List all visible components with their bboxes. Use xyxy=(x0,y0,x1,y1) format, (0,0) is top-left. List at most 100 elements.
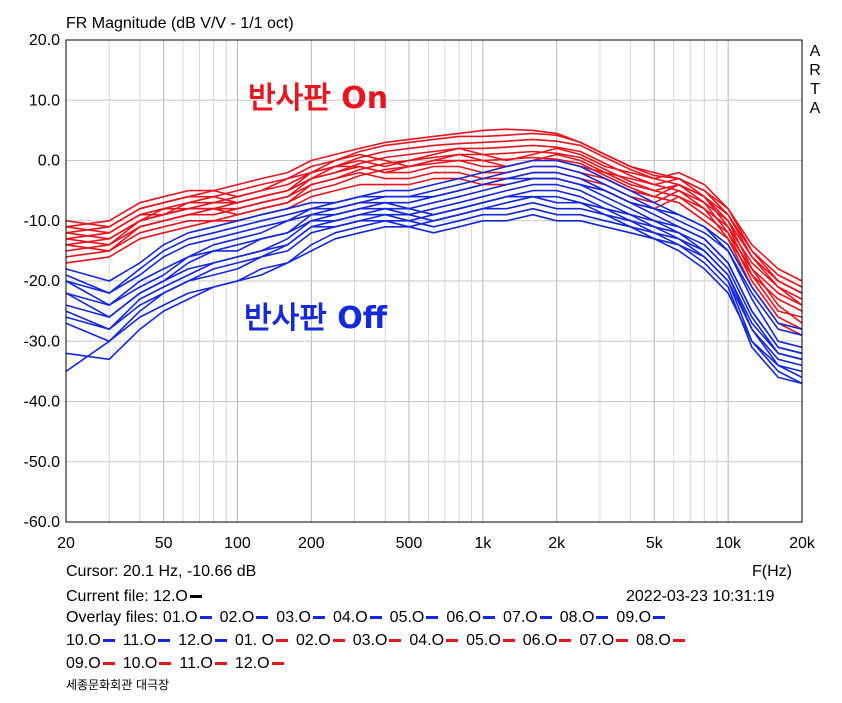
overlay-files-row: 09.O 10.O 11.O 12.O xyxy=(66,654,292,674)
series-line xyxy=(65,213,803,367)
overlay-file-item: 08.O xyxy=(636,632,685,649)
series-line xyxy=(65,153,803,306)
overlay-file-swatch xyxy=(653,616,666,620)
overlay-file-name: 04.O xyxy=(332,609,368,626)
x-axis-label: F(Hz) xyxy=(752,563,792,580)
overlay-file-name: 03.O xyxy=(352,632,388,649)
overlay-file-name: 05.O xyxy=(466,632,501,649)
x-tick-label: 2k xyxy=(548,535,566,552)
x-tick-label: 1k xyxy=(474,535,492,552)
overlay-file-name: 12.O xyxy=(234,655,270,672)
overlay-file-name: 07.O xyxy=(579,632,615,649)
overlay-file-swatch xyxy=(446,639,459,643)
series-line xyxy=(65,150,803,306)
series-line xyxy=(65,156,803,312)
overlay-file-item: 12.O xyxy=(178,632,227,649)
overlay-file-item: 07.O xyxy=(503,609,552,626)
x-tick-label: 20k xyxy=(789,535,816,552)
overlay-file-swatch xyxy=(102,662,115,666)
overlay-file-name: 01. O xyxy=(234,632,275,649)
overlay-file-item: 02.O xyxy=(296,632,345,649)
overlay-file-swatch xyxy=(559,639,572,643)
overlay-file-name: 04.O xyxy=(409,632,445,649)
overlay-file-name: 12.O xyxy=(178,632,213,649)
overlay-file-item: 10.O xyxy=(123,655,172,672)
overlay-files-row: Overlay files: 01.O 02.O 03.O 04.O 05.O 06.O 0… xyxy=(66,608,673,628)
overlay-file-name: 11.O xyxy=(122,632,157,649)
overlay-file-name: 06.O xyxy=(522,632,558,649)
overlay-file-name: 03.O xyxy=(276,609,311,626)
y-tick-label: -20.0 xyxy=(24,273,61,290)
overlay-file-name: 01.O xyxy=(162,609,198,626)
overlay-file-name: 06.O xyxy=(446,609,482,626)
side-label-letter: T xyxy=(810,81,820,98)
overlay-file-name: 10.O xyxy=(122,655,158,672)
overlay-file-name: 08.O xyxy=(636,632,671,649)
cursor-readout: Cursor: 20.1 Hz, -10.66 dB xyxy=(66,563,257,580)
overlay-file-item: 08.O xyxy=(560,609,609,626)
y-tick-label: -30.0 xyxy=(24,333,61,350)
overlay-file-item: 02.O xyxy=(220,609,269,626)
overlay-file-swatch xyxy=(214,639,227,643)
series-line xyxy=(65,147,803,294)
x-tick-label: 50 xyxy=(155,535,173,552)
series-line xyxy=(65,177,803,336)
side-label-letter: A xyxy=(810,43,821,60)
overlay-file-item: 01. O xyxy=(234,632,289,649)
overlay-file-swatch xyxy=(158,639,171,643)
annotation-reflector-on: 반사판 On xyxy=(248,81,388,116)
footer-note: 세종문화회관 대극장 xyxy=(66,678,170,692)
current-file-swatch xyxy=(189,595,202,599)
overlay-file-swatch xyxy=(199,616,212,620)
overlay-file-item: 09.O xyxy=(616,609,666,626)
series-line xyxy=(65,132,803,288)
overlay-file-name: 07.O xyxy=(503,609,538,626)
overlay-file-swatch xyxy=(389,639,402,643)
overlay-file-name: 10.O xyxy=(66,632,101,649)
overlay-file-swatch xyxy=(214,662,227,666)
y-tick-label: -50.0 xyxy=(24,454,61,471)
x-tick-label: 20 xyxy=(57,535,75,552)
overlay-file-item: 04.O xyxy=(333,609,382,626)
overlay-file-swatch xyxy=(271,662,284,666)
overlay-file-swatch xyxy=(483,616,496,620)
y-tick-label: -10.0 xyxy=(24,213,61,230)
overlay-file-name: 08.O xyxy=(559,609,595,626)
overlay-file-item: 05.O xyxy=(466,632,515,649)
series-line xyxy=(65,195,803,355)
x-tick-label: 10k xyxy=(715,535,742,552)
overlay-file-item: 06.O xyxy=(523,632,572,649)
overlay-file-swatch xyxy=(426,616,439,620)
overlay-file-swatch xyxy=(159,662,172,666)
series-line xyxy=(65,159,803,318)
overlay-file-swatch xyxy=(276,639,289,643)
y-tick-label: 10.0 xyxy=(29,92,60,109)
annotation-reflector-off: 반사판 Off xyxy=(244,301,388,336)
overlay-file-name: 09.O xyxy=(616,609,652,626)
overlay-file-item: 10.O xyxy=(66,632,115,649)
series-line xyxy=(65,138,803,294)
overlay-file-swatch xyxy=(256,616,269,620)
series-line xyxy=(65,165,803,349)
overlay-file-name: 02.O xyxy=(296,632,331,649)
overlay-file-item: 09.O xyxy=(66,655,115,672)
y-tick-label: -40.0 xyxy=(24,394,61,411)
overlay-file-item: 01.O xyxy=(163,609,212,626)
overlay-file-swatch xyxy=(312,616,325,620)
overlay-file-swatch xyxy=(332,639,345,643)
overlay-file-item: 04.O xyxy=(409,632,459,649)
series-line xyxy=(65,183,803,385)
chart-title: FR Magnitude (dB V/V - 1/1 oct) xyxy=(66,15,294,32)
y-tick-label: -60.0 xyxy=(24,514,61,531)
overlay-file-name: 02.O xyxy=(219,609,255,626)
series-line xyxy=(65,177,803,379)
series-line xyxy=(65,177,803,336)
y-tick-label: 0.0 xyxy=(38,153,60,170)
overlay-file-item: 11.O xyxy=(123,632,171,649)
plot-frame xyxy=(65,39,803,523)
overlay-file-item: 05.O xyxy=(390,609,439,626)
current-file: Current file: 12.O xyxy=(66,587,202,607)
overlay-file-swatch xyxy=(539,616,552,620)
series-line xyxy=(65,207,803,361)
